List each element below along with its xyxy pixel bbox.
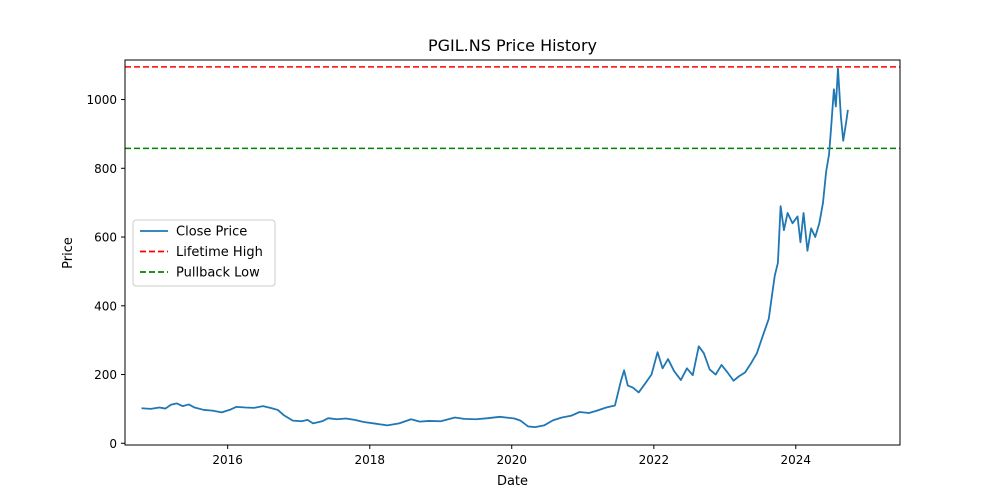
x-axis-label: Date [497, 474, 528, 489]
y-tick-label: 800 [94, 162, 117, 176]
plot-area [125, 66, 900, 429]
close-price-line [141, 67, 849, 429]
y-tick-label: 400 [94, 299, 117, 313]
x-tick-label: 2018 [355, 453, 386, 467]
x-tick-label: 2020 [496, 453, 527, 467]
legend: Close Price Lifetime High Pullback Low [132, 219, 276, 287]
chart-title: PGIL.NS Price History [428, 36, 597, 55]
legend-label: Pullback Low [176, 266, 260, 281]
x-tick-label: 2024 [781, 453, 812, 467]
y-tick-label: 0 [109, 437, 117, 451]
y-axis: 0 200 400 600 800 1000 [86, 93, 125, 451]
x-tick-label: 2022 [639, 453, 670, 467]
x-axis: 2016 2018 2020 2022 2024 [212, 445, 811, 467]
y-tick-label: 600 [94, 231, 117, 245]
legend-label: Close Price [176, 225, 247, 240]
y-tick-label: 1000 [86, 93, 117, 107]
plot-frame [124, 59, 901, 446]
x-tick-label: 2016 [212, 453, 243, 467]
y-axis-label: Price [61, 237, 76, 269]
legend-box [132, 219, 276, 287]
y-tick-label: 200 [94, 368, 117, 382]
legend-label: Lifetime High [176, 245, 263, 260]
